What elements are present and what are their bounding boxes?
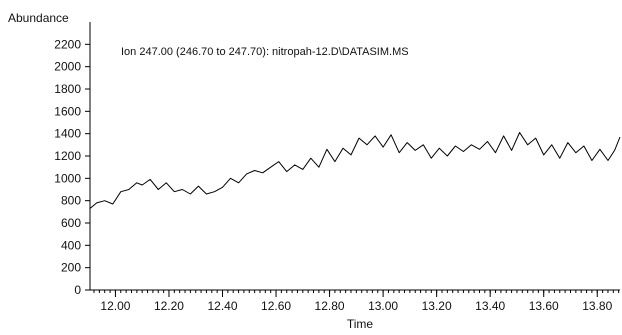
y-tick-label: 1400 [54,127,81,141]
y-tick-label: 1800 [54,82,81,96]
x-tick-label: 13.20 [422,299,452,313]
y-tick-label: 800 [61,194,81,208]
x-tick-label: 12.20 [154,299,184,313]
chart-annotation: Ion 247.00 (246.70 to 247.70): nitropah-… [121,46,409,58]
y-tick-label: 1000 [54,171,81,185]
x-tick-label: 12.00 [100,299,130,313]
x-axis-title: Time [347,317,374,330]
series-line [89,132,621,209]
y-axis-title: Abundance [8,11,69,25]
x-tick-label: 13.80 [582,299,612,313]
y-tick-label: 600 [61,216,81,230]
x-tick-label: 13.40 [475,299,505,313]
axes [89,22,620,291]
y-tick-label: 2000 [54,60,81,74]
y-tick-label: 2200 [54,37,81,51]
y-tick-label: 1200 [54,149,81,163]
y-tick-label: 400 [61,238,81,252]
ticks: 0 200 400 600 800 1000 1200 1400 1600 1800 2000 220… [54,37,620,313]
y-tick-label: 200 [61,261,81,275]
x-tick-label: 13.60 [529,299,559,313]
x-tick-label: 12.60 [261,299,291,313]
x-tick-label: 12.80 [315,299,345,313]
y-tick-label: 0 [74,283,81,297]
x-tick-label: 12.40 [207,299,237,313]
y-tick-label: 1600 [54,104,81,118]
series [89,132,621,209]
x-tick-label: 13.00 [368,299,398,313]
